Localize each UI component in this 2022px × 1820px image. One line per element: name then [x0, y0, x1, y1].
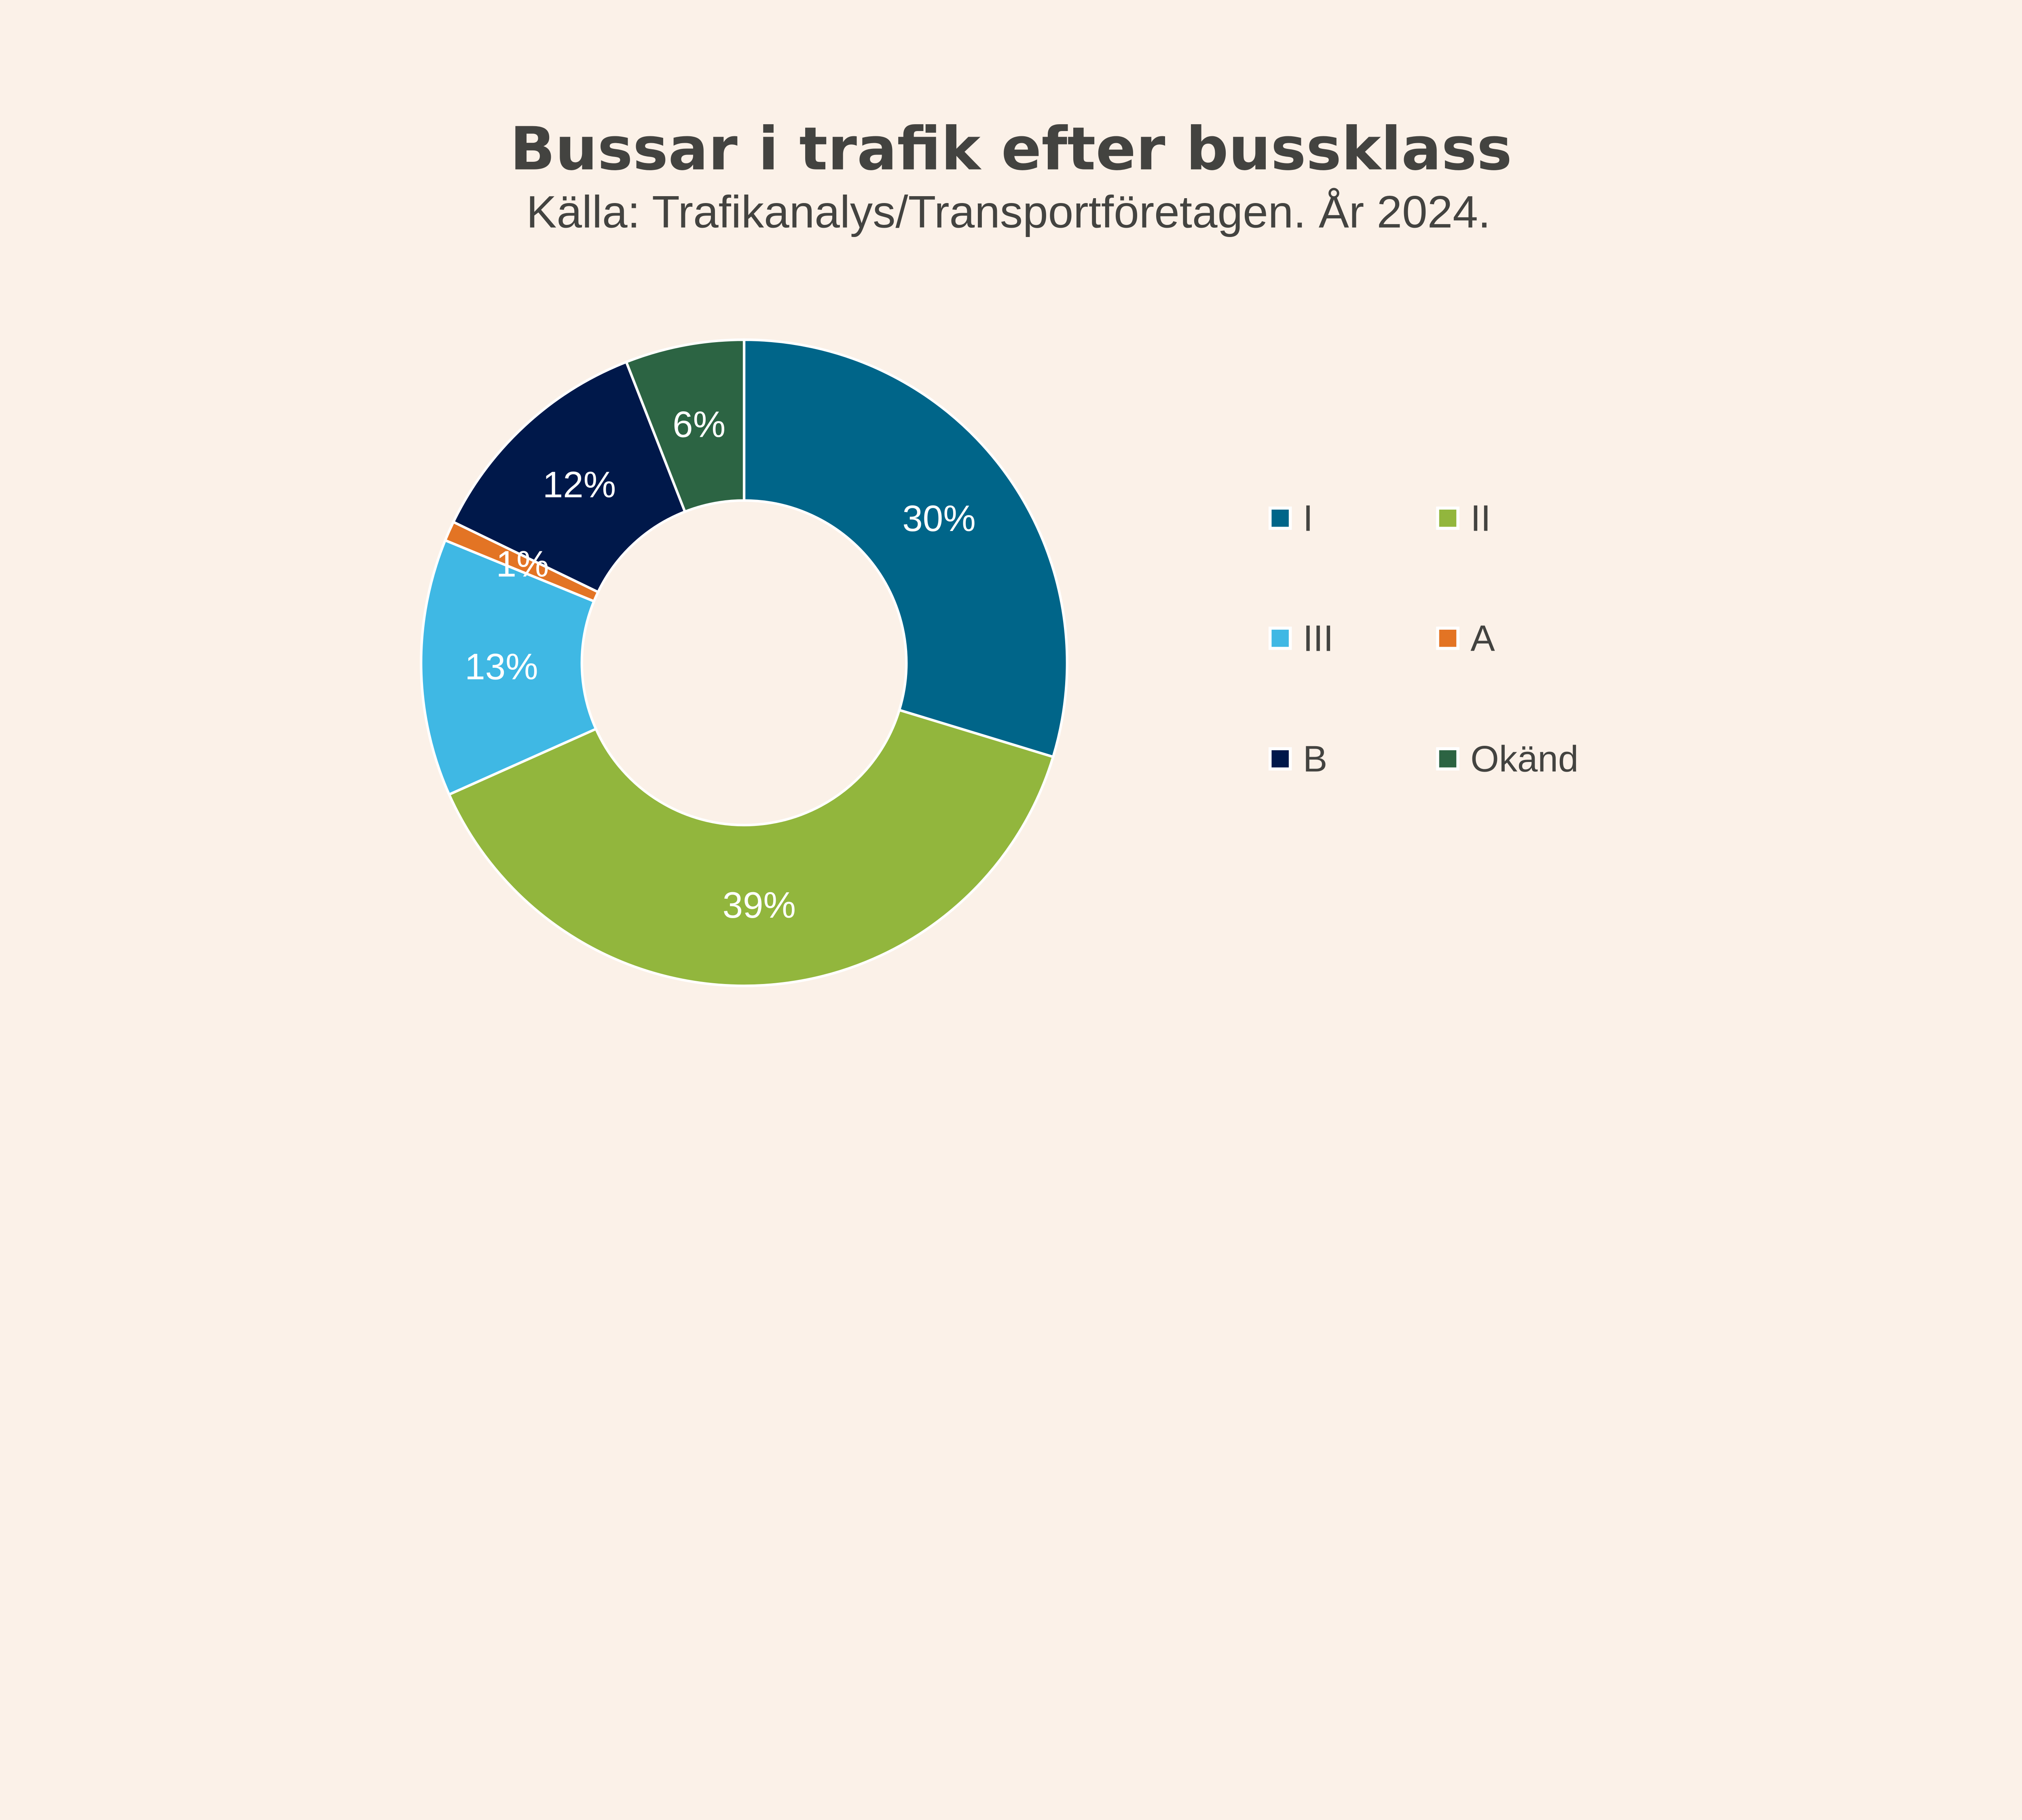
- data-label-okänd: 6%: [673, 404, 725, 445]
- legend-label: B: [1303, 739, 1327, 780]
- legend-label: A: [1470, 618, 1495, 659]
- legend-item-a: A: [1436, 618, 1495, 659]
- chart-subtitle: Källa: Trafikanalys/Transportföretagen. …: [526, 186, 1491, 237]
- slice-i: [742, 338, 1068, 759]
- donut-chart: Bussar i trafik efter bussklass Källa: T…: [420, 114, 1578, 987]
- legend-swatch: [1268, 626, 1292, 650]
- slice-b: [451, 360, 687, 594]
- legend-item-iii: III: [1268, 618, 1334, 659]
- data-label-i: 30%: [902, 498, 975, 539]
- slices: [420, 338, 1068, 987]
- slice-ii: [447, 708, 1055, 987]
- legend-swatch: [1436, 747, 1459, 770]
- data-labels: 30% 39% 13% 1% 12% 6%: [465, 404, 975, 925]
- data-label-ii: 39%: [723, 885, 796, 926]
- chart-title: Bussar i trafik efter bussklass: [510, 114, 1512, 184]
- legend-swatch: [1268, 506, 1292, 530]
- legend-label: II: [1470, 498, 1491, 539]
- legend-swatch: [1436, 506, 1459, 530]
- legend-item-i: I: [1268, 498, 1313, 539]
- legend-label: III: [1303, 618, 1334, 659]
- slice-okänd: [624, 338, 746, 514]
- legend-item-ii: II: [1436, 498, 1491, 539]
- legend-swatch: [1436, 626, 1459, 650]
- legend-item-b: B: [1268, 739, 1327, 780]
- legend-item-okänd: Okänd: [1436, 739, 1578, 780]
- slice-iii: [420, 538, 598, 796]
- legend-swatch: [1268, 747, 1292, 770]
- legend-label: Okänd: [1470, 739, 1578, 780]
- data-label-a: 1%: [496, 544, 549, 584]
- legend-label: I: [1303, 498, 1313, 539]
- data-label-b: 12%: [543, 465, 616, 506]
- data-label-iii: 13%: [465, 646, 538, 687]
